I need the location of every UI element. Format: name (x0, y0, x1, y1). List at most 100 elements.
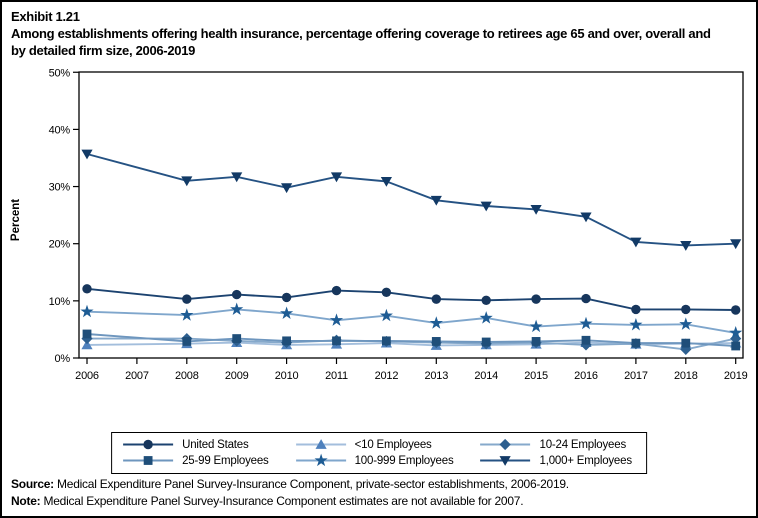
y-tick-label: 10% (49, 296, 71, 308)
legend-swatch (123, 456, 174, 465)
legend-item: 25-99 Employees (122, 453, 269, 468)
source-label: Source: (11, 477, 54, 491)
star-marker-icon (314, 453, 328, 467)
legend-swatch (480, 438, 531, 451)
x-tick-label: 2010 (275, 370, 299, 382)
star-marker-icon (479, 311, 493, 324)
circle-marker-icon (531, 294, 541, 304)
star-marker-icon (429, 316, 443, 329)
circle-marker-icon (281, 292, 292, 303)
legend-item: 1,000+ Employees (480, 453, 632, 468)
triangle-up-marker-icon (81, 339, 93, 350)
x-tick-label: 2015 (524, 370, 548, 382)
square-marker-icon (481, 337, 491, 347)
x-tick-label: 2017 (624, 370, 648, 382)
star-marker-icon (230, 302, 244, 315)
circle-marker-icon (481, 295, 491, 305)
square-marker-icon (631, 338, 641, 348)
square-marker-icon (382, 336, 391, 346)
diamond-marker-icon (580, 339, 592, 351)
y-tick-label: 30% (49, 182, 71, 194)
title-block: Exhibit 1.21 Among establishments offeri… (11, 8, 735, 59)
x-tick-label: 2018 (674, 370, 698, 382)
star-marker-icon (180, 308, 194, 321)
triangle-down-marker-icon (181, 176, 193, 187)
source-text: Medical Expenditure Panel Survey-Insuran… (53, 477, 569, 491)
square-marker-icon (681, 338, 691, 348)
circle-marker-icon (731, 305, 741, 315)
exhibit-number: Exhibit 1.21 (11, 9, 80, 24)
legend-swatch (295, 453, 346, 467)
legend-label: 25-99 Employees (182, 454, 269, 467)
square-marker-icon (143, 456, 153, 465)
y-tick-label: 50% (49, 67, 71, 79)
footer: Source: Medical Expenditure Panel Survey… (11, 476, 751, 509)
triangle-down-marker-icon (499, 456, 512, 466)
triangle-down-marker-icon (231, 172, 243, 183)
square-marker-icon (182, 337, 192, 346)
star-marker-icon (329, 313, 344, 326)
legend-label: United States (182, 438, 249, 451)
legend-item: 100-999 Employees (295, 453, 454, 468)
plot-frame (78, 71, 744, 359)
triangle-down-marker-icon (680, 241, 692, 251)
note-label: Note: (11, 493, 41, 508)
y-axis-title: Percent (10, 199, 22, 241)
square-marker-icon (332, 336, 341, 346)
square-marker-icon (431, 337, 441, 346)
exhibit-title: Among establishments offering health ins… (11, 26, 711, 58)
legend-label: 10-24 Employees (539, 438, 627, 451)
diamond-marker-icon (499, 438, 512, 451)
circle-marker-icon (381, 287, 392, 297)
y-tick-label: 20% (49, 239, 71, 251)
note-text: Medical Expenditure Panel Survey-Insuran… (40, 493, 524, 508)
circle-marker-icon (82, 284, 92, 294)
circle-marker-icon (631, 304, 641, 315)
circle-marker-icon (681, 304, 691, 315)
triangle-down-marker-icon (480, 201, 492, 212)
star-marker-icon (579, 316, 593, 330)
diamond-marker-icon (730, 332, 742, 345)
circle-marker-icon (581, 293, 591, 304)
triangle-up-marker-icon (315, 439, 327, 449)
circle-marker-icon (331, 285, 342, 296)
x-tick-label: 2006 (75, 370, 99, 382)
y-tick-label: 40% (49, 124, 71, 136)
legend-label: 100-999 Employees (354, 454, 454, 467)
square-marker-icon (531, 337, 541, 346)
triangle-down-marker-icon (81, 149, 93, 160)
x-tick-label: 2014 (474, 370, 498, 382)
star-marker-icon (379, 308, 393, 322)
x-tick-label: 2011 (325, 370, 348, 382)
triangle-down-marker-icon (580, 212, 592, 223)
star-marker-icon (679, 317, 693, 330)
triangle-down-marker-icon (380, 177, 392, 187)
x-tick-label: 2008 (175, 370, 199, 382)
star-marker-icon (629, 317, 643, 331)
star-marker-icon (529, 319, 543, 333)
retiree-coverage-line-chart: 0% 10% 20% 30% 40% 50% Percent 2006 2007 2008 2009… (10, 67, 748, 382)
circle-marker-icon (182, 294, 192, 304)
triangle-down-marker-icon (530, 205, 542, 215)
square-marker-icon (282, 336, 291, 346)
legend-swatch (480, 456, 531, 466)
x-tick-label: 2009 (225, 370, 249, 382)
circle-marker-icon (232, 289, 242, 300)
source-line: Source: Medical Expenditure Panel Survey… (11, 476, 751, 493)
circle-marker-icon (431, 294, 441, 304)
legend-item: United States (122, 437, 269, 452)
legend-swatch (123, 439, 174, 450)
star-marker-icon (80, 304, 94, 318)
x-tick-label: 2007 (125, 370, 149, 382)
triangle-down-marker-icon (281, 183, 293, 194)
legend-label: <10 Employees (354, 438, 432, 451)
x-tick-label: 2013 (424, 370, 448, 382)
x-tick-label: 2012 (375, 370, 399, 382)
triangle-down-marker-icon (430, 195, 442, 206)
square-marker-icon (232, 334, 242, 343)
legend-swatch (295, 439, 346, 449)
star-marker-icon (729, 325, 743, 339)
diamond-marker-icon (81, 332, 93, 345)
chart-legend: United States <10 Employees 10-24 Employee… (111, 432, 647, 474)
square-marker-icon (82, 329, 92, 339)
